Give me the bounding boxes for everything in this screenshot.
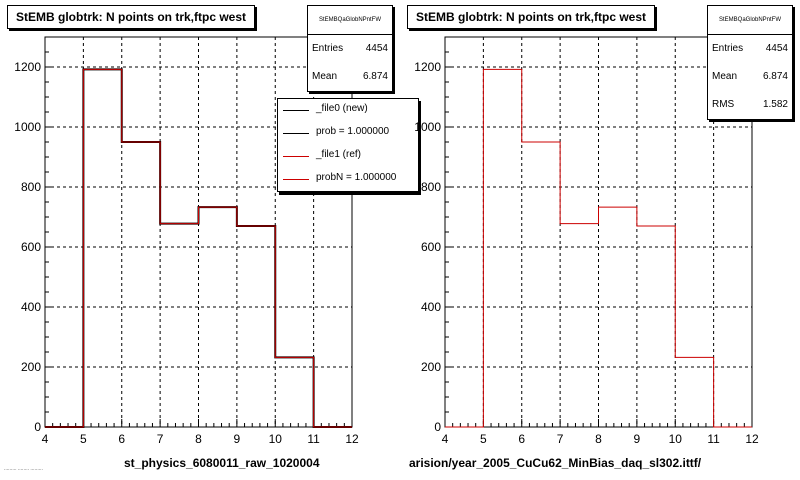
stats-label: RMS — [712, 99, 735, 110]
y-tick-label: 1200 — [14, 60, 41, 74]
histogram-series-line — [445, 68, 752, 428]
y-tick-label: 400 — [21, 300, 41, 314]
x-tick-label: 4 — [42, 432, 49, 446]
x-tick-label: 8 — [195, 432, 202, 446]
legend-line-red — [283, 156, 309, 157]
right-stats-rms: RMS 1.582 — [708, 91, 792, 119]
right-histogram-plot: 0 200 400 600 800 1000 1200 4 5 6 7 8 9 10 11 12 — [414, 36, 759, 446]
left-stats-entries: Entries 4454 — [308, 35, 392, 63]
x-tick-label: 10 — [269, 432, 283, 446]
right-histogram-title: StEMB globtrk: N points on trk,ftpc west — [407, 5, 655, 29]
right-stats-box: StEMBQaGlobNPntFW Entries 4454 Mean 6.87… — [707, 5, 793, 120]
left-legend: _file0 (new) prob = 1.000000 _file1 (ref… — [277, 98, 419, 192]
y-tick-label: 200 — [21, 360, 41, 374]
y-tick-label: 0 — [434, 420, 441, 434]
y-tick-label: 0 — [34, 420, 41, 434]
legend-line-black — [283, 110, 309, 111]
left-x-axis-title: st_physics_6080011_raw_1020004 — [124, 456, 320, 470]
left-stats-box: StEMBQaGlobNPntFW Entries 4454 Mean 6.87… — [307, 5, 393, 92]
x-tick-label: 4 — [442, 432, 449, 446]
stats-value: 4454 — [365, 43, 388, 54]
stats-value: 6.874 — [762, 71, 788, 82]
y-tick-label: 1200 — [414, 60, 441, 74]
legend-entry: probN = 1.000000 — [278, 168, 418, 191]
y-tick-label: 200 — [421, 360, 441, 374]
x-tick-label: 9 — [234, 432, 241, 446]
legend-entry: _file1 (ref) — [278, 145, 418, 168]
footer-text: ......... ........ ......... — [4, 466, 43, 472]
stats-label: Entries — [712, 43, 744, 54]
left-stats-mean: Mean 6.874 — [308, 63, 392, 91]
x-tick-label: 6 — [518, 432, 525, 446]
y-tick-label: 400 — [421, 300, 441, 314]
stats-value: 1.582 — [762, 99, 788, 110]
x-tick-label: 9 — [634, 432, 641, 446]
legend-label: prob = 1.000000 — [316, 126, 390, 137]
x-tick-label: 8 — [595, 432, 602, 446]
x-tick-label: 5 — [80, 432, 87, 446]
y-tick-label: 1000 — [414, 120, 441, 134]
legend-line-red — [283, 179, 309, 180]
right-histogram-pad: 0 200 400 600 800 1000 1200 4 5 6 7 8 9 10 11 12 StEMB … — [400, 0, 800, 480]
left-histogram-pad: 0 200 400 600 800 1000 1200 4 5 6 7 8 9 10 11 12 StEMB … — [4, 5, 419, 472]
stats-value: 4454 — [765, 43, 788, 54]
legend-label: _file1 (ref) — [316, 149, 362, 160]
stats-label: Entries — [312, 43, 344, 54]
legend-line-black — [283, 133, 309, 134]
right-x-axis-title: arision/year_2005_CuCu62_MinBias_daq_sl3… — [409, 456, 702, 470]
legend-entry: prob = 1.000000 — [278, 122, 418, 145]
x-tick-label: 12 — [345, 432, 359, 446]
stats-value: 6.874 — [362, 71, 388, 82]
legend-label: _file0 (new) — [316, 103, 368, 114]
x-tick-label: 11 — [307, 432, 320, 446]
legend-entry: _file0 (new) — [278, 99, 418, 122]
y-tick-label: 600 — [421, 240, 441, 254]
x-tick-label: 12 — [745, 432, 759, 446]
right-stats-entries: Entries 4454 — [708, 35, 792, 63]
x-tick-label: 6 — [118, 432, 125, 446]
x-tick-label: 7 — [157, 432, 164, 446]
x-tick-label: 5 — [480, 432, 487, 446]
left-stats-name: StEMBQaGlobNPntFW — [308, 6, 392, 35]
y-tick-label: 800 — [421, 180, 441, 194]
stats-label: Mean — [312, 71, 338, 82]
histogram-series-line — [45, 68, 352, 428]
legend-label: probN = 1.000000 — [316, 172, 397, 183]
x-tick-label: 10 — [669, 432, 683, 446]
x-tick-label: 11 — [707, 432, 720, 446]
right-stats-name: StEMBQaGlobNPntFW — [708, 6, 792, 35]
x-tick-label: 7 — [557, 432, 564, 446]
right-stats-mean: Mean 6.874 — [708, 63, 792, 91]
stats-label: Mean — [712, 71, 738, 82]
y-tick-label: 600 — [21, 240, 41, 254]
left-histogram-title: StEMB globtrk: N points on trk,ftpc west — [7, 5, 255, 29]
y-tick-label: 1000 — [14, 120, 41, 134]
y-tick-label: 800 — [21, 180, 41, 194]
